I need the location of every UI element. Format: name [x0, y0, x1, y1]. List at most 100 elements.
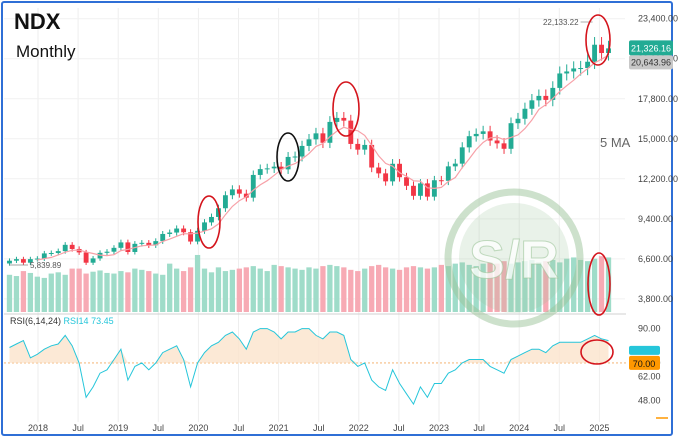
- last-price-text: 21,326.16: [631, 43, 671, 53]
- moving-average-line: [37, 54, 609, 261]
- volume-bar: [174, 268, 180, 312]
- y-tick-label: 17,800.00: [638, 94, 678, 104]
- candle-body: [153, 241, 159, 246]
- volume-bar: [48, 273, 54, 312]
- rsi-overbought-fill: [9, 328, 609, 363]
- volume-bar: [508, 263, 514, 312]
- volume-bar: [487, 262, 493, 312]
- volume-bar: [90, 271, 96, 312]
- candle-body: [55, 251, 61, 253]
- volume-bar: [362, 268, 368, 312]
- volume-bar: [369, 266, 375, 312]
- candle-body: [292, 156, 298, 158]
- volume-bar: [20, 271, 27, 312]
- volume-bar: [578, 259, 584, 312]
- y-tick-label: 23,400.00: [638, 14, 678, 24]
- candle-body: [250, 174, 256, 198]
- last-price-badge: [629, 40, 673, 56]
- candle-body: [139, 242, 145, 244]
- annotation-circles: [197, 14, 614, 365]
- candle-body: [209, 216, 214, 223]
- volume-bar: [285, 267, 291, 312]
- rsi-panel: [4, 328, 626, 406]
- candle-body: [69, 244, 75, 249]
- volume-bar: [111, 273, 117, 312]
- volume-bar: [62, 274, 68, 312]
- volume-bar: [494, 263, 500, 312]
- period-label: Monthly: [16, 42, 76, 61]
- candle-body: [111, 247, 117, 252]
- candle-body: [7, 260, 12, 264]
- candle-body: [550, 87, 556, 100]
- volume-bar: [76, 268, 82, 312]
- rsi-title: RSI(6,14,24) RSI14 73.45: [10, 316, 114, 326]
- volume-bar: [320, 266, 326, 312]
- volume-bar: [125, 272, 131, 312]
- candle-body: [494, 140, 500, 144]
- volume-bar: [250, 266, 256, 312]
- candle-body: [522, 108, 528, 119]
- volume-bar: [264, 271, 270, 312]
- rsi-title-text: RSI(6,14,24): [10, 316, 62, 326]
- volume-bar: [355, 271, 361, 312]
- volume-bar: [459, 262, 465, 312]
- volume-bar: [118, 271, 124, 312]
- volume-bar: [243, 267, 249, 312]
- candle-body: [264, 168, 270, 170]
- candle-body: [257, 169, 263, 175]
- volume-bar: [557, 262, 563, 312]
- candle-body: [278, 166, 284, 170]
- x-tick-label: 2025: [589, 423, 609, 433]
- volume-bar: [313, 268, 319, 312]
- candle-body: [501, 143, 507, 149]
- candle-body: [313, 133, 319, 140]
- x-tick-label: 2019: [108, 423, 128, 433]
- volume-bar: [292, 268, 298, 312]
- volume-bar: [515, 262, 521, 312]
- x-tick-label: Jul: [554, 423, 566, 433]
- volume-bar: [278, 266, 284, 312]
- candle-body: [20, 259, 26, 263]
- x-tick-label: Jul: [153, 423, 165, 433]
- volume-bar: [187, 267, 194, 312]
- volume-bar: [34, 276, 40, 312]
- candle-body: [438, 180, 444, 182]
- candle-body: [411, 185, 416, 196]
- candle-body: [397, 163, 402, 178]
- x-tick-label: Jul: [72, 423, 84, 433]
- volume-bar: [466, 264, 472, 312]
- volume-bar: [438, 264, 444, 312]
- candle-body: [27, 259, 33, 263]
- volume-bars: [6, 254, 612, 312]
- candle-body: [243, 193, 249, 198]
- volume-bar: [334, 266, 340, 312]
- volume-bar: [139, 269, 145, 312]
- rsi14-label: RSI14: [63, 316, 89, 326]
- volume-bar: [132, 268, 138, 312]
- volume-bar: [271, 264, 277, 312]
- y-tick-label: 6,600.00: [638, 254, 673, 264]
- watermark-ring: [444, 188, 584, 328]
- candle-body: [383, 173, 389, 182]
- candle-body: [369, 144, 375, 168]
- volume-bar: [417, 267, 424, 312]
- volume-bar: [591, 258, 598, 312]
- candle-body: [271, 166, 277, 169]
- volume-bar: [69, 268, 75, 312]
- candle-body: [515, 118, 521, 124]
- volume-bar: [410, 266, 417, 312]
- x-tick-label: 2021: [269, 423, 289, 433]
- volume-bar: [522, 261, 528, 312]
- candle-body: [355, 143, 361, 150]
- y-tick-label: 12,200.00: [638, 174, 678, 184]
- candle-body: [362, 144, 368, 150]
- candle-body: [167, 232, 173, 234]
- candle-body: [557, 73, 563, 88]
- candle-body: [188, 232, 194, 242]
- volume-bar: [480, 263, 486, 312]
- volume-bar: [306, 267, 312, 312]
- y-tick-label: 9,400.00: [638, 214, 673, 224]
- ma-value-badge: [629, 55, 673, 70]
- rsi-70-badge-text: 70.00: [633, 359, 656, 369]
- highlight-ellipse: [332, 81, 360, 137]
